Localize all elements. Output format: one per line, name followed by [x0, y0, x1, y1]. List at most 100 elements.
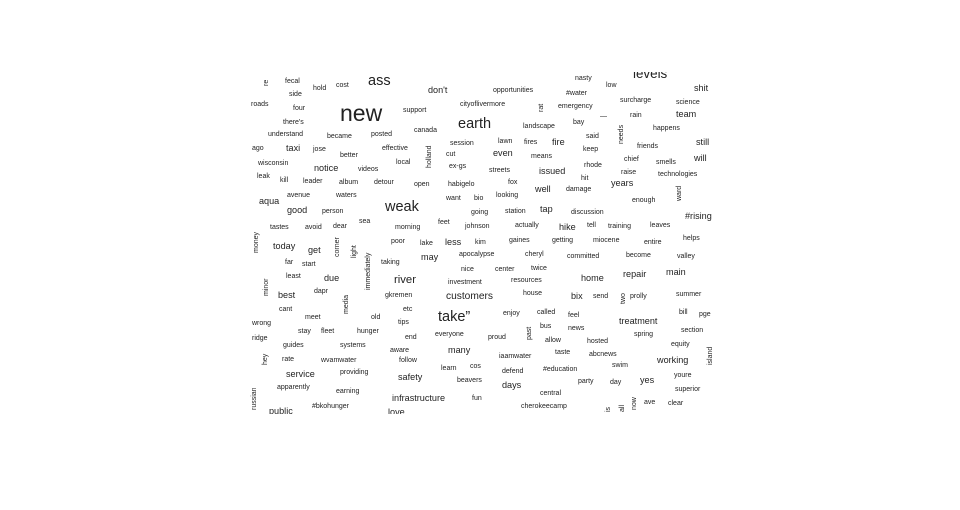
word-everyone: everyone	[435, 331, 464, 338]
word-nice: nice	[461, 266, 474, 273]
word-taxi: taxi	[286, 143, 301, 153]
word-wrong: wrong	[252, 320, 272, 327]
word-fire: fire	[552, 137, 565, 147]
word-miocene: miocene	[593, 237, 620, 244]
word-avoid: avoid	[305, 224, 322, 231]
word-effective: effective	[382, 145, 408, 152]
word-old: old	[371, 314, 381, 321]
word-side: side	[289, 91, 302, 98]
word-lake: lake	[420, 240, 433, 247]
word-streets: streets	[489, 167, 511, 174]
word-notice: notice	[314, 163, 339, 173]
word-discussion: discussion	[571, 209, 604, 216]
word-section: section	[681, 327, 704, 334]
word-follow: follow	[399, 357, 417, 364]
word-aqua: aqua	[259, 196, 280, 206]
word-leak: leak	[257, 173, 270, 180]
word-surcharge: surcharge	[620, 97, 652, 104]
word-proud: proud	[488, 334, 506, 341]
word-canada: canada	[414, 127, 437, 134]
word-bix: bix	[571, 291, 583, 301]
word-island: island	[707, 346, 714, 365]
word-good: good	[287, 205, 308, 215]
word-happens: happens	[653, 125, 680, 132]
word-start: start	[302, 261, 316, 268]
word-rhode: rhode	[584, 162, 602, 169]
word-light: light	[351, 245, 358, 258]
word-ago: ago	[252, 145, 264, 152]
word-tap: tap	[540, 204, 553, 214]
word-cost: cost	[336, 82, 349, 89]
word-better: better	[340, 152, 358, 159]
word-rain: rain	[630, 112, 642, 119]
word-less: less	[445, 237, 462, 247]
word-leader: leader	[303, 178, 323, 185]
word-ass: ass	[368, 73, 391, 89]
word-opportunities: opportunities	[493, 87, 534, 94]
word-hey: hey	[262, 353, 269, 365]
word-rising: #rising	[685, 211, 712, 221]
word-leaves: leaves	[650, 222, 671, 229]
word-fires: fires	[524, 139, 538, 146]
word-don-t: don't	[428, 85, 448, 95]
word-central: central	[540, 390, 562, 397]
word-center: center	[495, 266, 515, 273]
word-bill: bill	[679, 309, 688, 316]
word-stay: stay	[298, 328, 311, 335]
word-detour: detour	[374, 179, 394, 186]
word-wvamwater: wvamwater	[321, 357, 357, 364]
word-public: public	[269, 406, 293, 414]
word-johnson: johnson	[465, 223, 490, 230]
word-cos: cos	[470, 363, 481, 370]
word-river: river	[394, 274, 416, 286]
word-immediately: immediately	[365, 252, 372, 290]
word-swim: swim	[612, 362, 628, 369]
word-russian: russian	[251, 387, 258, 410]
word-systems: systems	[340, 342, 366, 349]
word-ward: ward	[676, 185, 683, 201]
word-ridge: ridge	[252, 335, 268, 342]
word-rat: rat	[538, 103, 545, 112]
word-videos: videos	[358, 166, 379, 173]
word-smells: smells	[656, 159, 676, 166]
word-hunger: hunger	[357, 328, 379, 335]
word-dapr: dapr	[314, 288, 329, 295]
word-helps: helps	[683, 235, 700, 242]
word-issued: issued	[539, 166, 566, 176]
word-house: house	[523, 290, 543, 297]
word-lawn: lawn	[498, 138, 513, 145]
word-become: become	[626, 252, 651, 259]
word-taste: taste	[555, 349, 571, 356]
word-repair: repair	[623, 269, 647, 279]
word-money: money	[253, 231, 260, 253]
word-still: still	[696, 137, 710, 147]
word-jose: jose	[313, 146, 326, 153]
word-landscape: landscape	[523, 123, 555, 130]
word-cloud: new ass levels earth weak take” river customers…	[248, 72, 718, 414]
word-today: today	[273, 241, 296, 251]
word-treatment: treatment	[619, 316, 658, 326]
word-etc: etc	[403, 306, 413, 313]
word-now: now	[631, 397, 638, 410]
word-re: re	[263, 79, 270, 86]
word-far: far	[285, 259, 294, 266]
word-posted: posted	[371, 131, 393, 138]
word-hold: hold	[313, 85, 327, 92]
word-holland: holland	[426, 145, 433, 168]
word-bkohunger: #bkohunger	[312, 403, 349, 410]
word-needs: needs	[618, 124, 625, 144]
word-station: station	[505, 208, 526, 215]
word-send: send	[593, 293, 609, 300]
word-apocalypse: apocalypse	[459, 251, 495, 258]
word-bay: bay	[573, 119, 585, 126]
word-earth: earth	[458, 116, 492, 132]
word-damage: damage	[566, 186, 592, 193]
word-well: well	[535, 184, 551, 194]
word-hosted: hosted	[587, 338, 609, 345]
word-allow: allow	[545, 337, 561, 344]
word-looking: looking	[496, 192, 519, 199]
word-means: means	[531, 153, 553, 160]
word-session: session	[450, 140, 474, 147]
word-fun: fun	[472, 395, 482, 402]
